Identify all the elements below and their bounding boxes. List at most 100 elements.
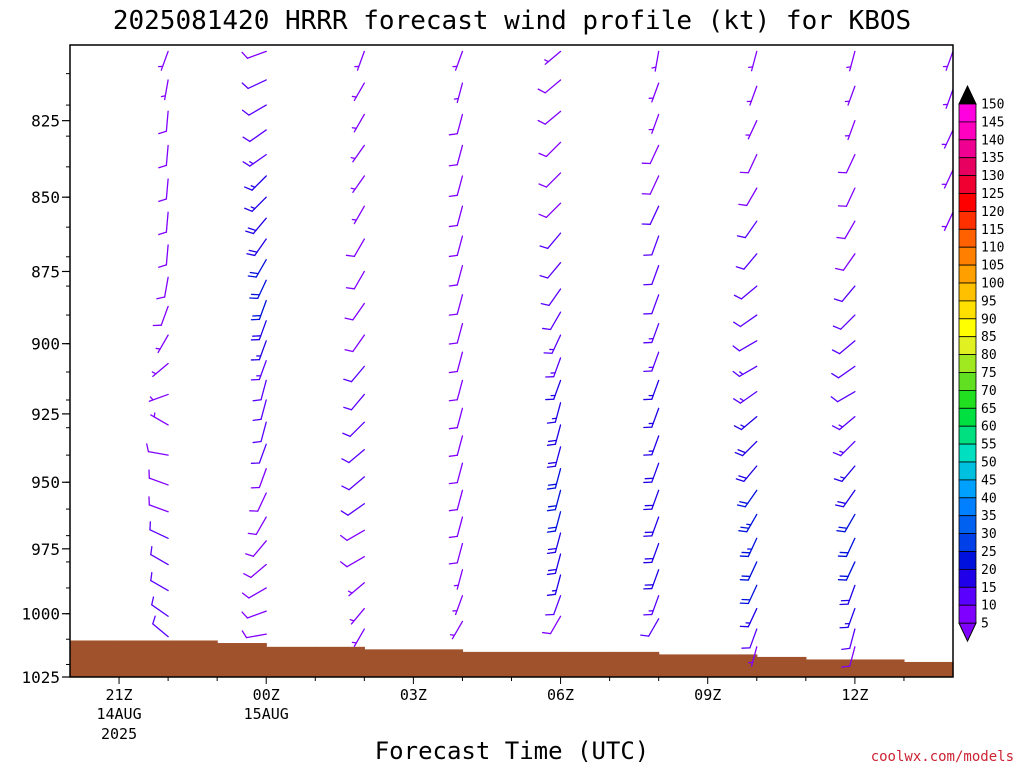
wind-barb — [538, 141, 562, 158]
surface-step — [70, 640, 120, 677]
wind-barb — [151, 596, 169, 617]
colorbar-label: 5 — [981, 617, 989, 632]
colorbar-label: 120 — [981, 205, 1004, 220]
x-date-label: 2025 — [101, 725, 137, 743]
wind-barb — [839, 584, 856, 606]
y-tick-label: 850 — [31, 188, 60, 207]
colorbar-segment — [958, 479, 977, 499]
wind-barb — [546, 553, 562, 576]
surface-step — [903, 661, 954, 677]
wind-barb — [537, 79, 562, 94]
wind-barb — [343, 393, 365, 411]
wind-barb — [643, 462, 660, 484]
wind-barb — [745, 120, 758, 140]
wind-barb — [831, 365, 856, 379]
colorbar-label: 110 — [981, 241, 1004, 256]
wind-barb — [546, 574, 562, 596]
surface-step — [413, 649, 464, 677]
wind-barb — [641, 175, 660, 195]
wind-barb — [643, 351, 660, 372]
surface-step — [707, 654, 758, 677]
surface-step — [756, 656, 807, 677]
colorbar-label: 40 — [981, 491, 997, 506]
wind-barb — [148, 469, 169, 486]
colorbar-top-arrow — [958, 84, 977, 105]
y-tick-label: 875 — [31, 262, 60, 281]
wind-barb — [453, 569, 464, 590]
surface-ground-fill — [70, 640, 954, 677]
surface-step — [658, 654, 709, 677]
colorbar-label: 90 — [981, 312, 997, 327]
colorbar-segment — [958, 443, 977, 463]
wind-barb — [249, 279, 267, 300]
wind-barb — [341, 449, 365, 464]
wind-barb — [448, 294, 464, 316]
colorbar-label: 145 — [981, 115, 1004, 130]
wind-barb — [942, 88, 953, 109]
wind-barb — [448, 144, 464, 167]
wind-barb — [834, 253, 856, 271]
wind-barb — [643, 595, 660, 616]
colorbar-label: 100 — [981, 277, 1004, 292]
colorbar-label: 60 — [981, 420, 997, 435]
wind-barb — [244, 196, 267, 212]
wind-barb — [539, 262, 562, 279]
x-tick-label: 00Z — [253, 686, 280, 704]
wind-barb — [837, 561, 856, 581]
wind-barb — [345, 270, 365, 290]
colorbar-segment — [958, 604, 977, 624]
colorbar-segment — [958, 246, 977, 266]
wind-barb — [70, 579, 71, 581]
colorbar-segment — [958, 264, 977, 284]
wind-barb — [350, 144, 365, 163]
y-tick-label: 825 — [31, 112, 60, 131]
wind-barb — [748, 50, 758, 72]
colorbar-label: 80 — [981, 348, 997, 363]
colorbar-segment — [958, 389, 977, 409]
wind-barb — [150, 546, 169, 566]
wind-barbs — [70, 50, 953, 668]
wind-barb — [351, 82, 365, 102]
wind-barb — [156, 276, 169, 300]
colorbar-label: 50 — [981, 456, 997, 471]
wind-barb — [160, 79, 169, 101]
wind-barb — [545, 379, 562, 401]
wind-barb — [243, 563, 267, 579]
wind-barb — [736, 489, 758, 508]
wind-barb — [340, 503, 365, 516]
wind-barb — [841, 628, 856, 651]
wind-barb — [834, 489, 856, 508]
wind-barb — [739, 584, 758, 605]
wind-barb — [537, 110, 562, 125]
wind-barb — [830, 390, 856, 403]
wind-barb — [448, 175, 464, 197]
wind-barb — [546, 446, 562, 468]
wind-barb — [643, 407, 660, 429]
surface-step — [854, 659, 905, 677]
wind-barb — [344, 302, 365, 321]
wind-barb — [158, 50, 169, 71]
colorbar-segment — [958, 300, 977, 320]
colorbar-label: 75 — [981, 366, 997, 381]
wind-barb — [152, 305, 169, 327]
colorbar-label: 135 — [981, 151, 1004, 166]
wind-barb — [746, 85, 758, 106]
colorbar-label: 25 — [981, 545, 997, 560]
surface-step — [560, 651, 611, 677]
wind-barb — [448, 235, 464, 258]
wind-barb — [738, 513, 758, 533]
colorbar-segment — [958, 139, 977, 159]
colorbar-segment — [958, 461, 977, 481]
wind-barb — [844, 120, 856, 141]
wind-barb — [739, 537, 758, 558]
colorbar-bottom-arrow — [958, 622, 977, 643]
colorbar-label: 140 — [981, 133, 1004, 148]
colorbar-segment — [958, 372, 977, 391]
wind-barb — [648, 113, 660, 134]
wind-barb — [734, 440, 758, 457]
wind-barb — [739, 153, 758, 174]
wind-barb — [836, 513, 856, 533]
wind-barb — [151, 362, 169, 378]
wind-barb — [643, 435, 660, 456]
